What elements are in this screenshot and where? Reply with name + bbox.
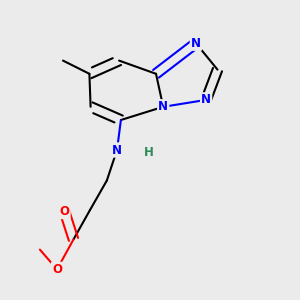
Text: N: N — [191, 37, 201, 50]
Text: H: H — [144, 146, 153, 159]
Text: N: N — [112, 143, 122, 157]
Text: O: O — [59, 205, 70, 218]
Text: N: N — [158, 100, 168, 113]
Text: O: O — [52, 263, 62, 276]
Text: N: N — [201, 93, 211, 106]
